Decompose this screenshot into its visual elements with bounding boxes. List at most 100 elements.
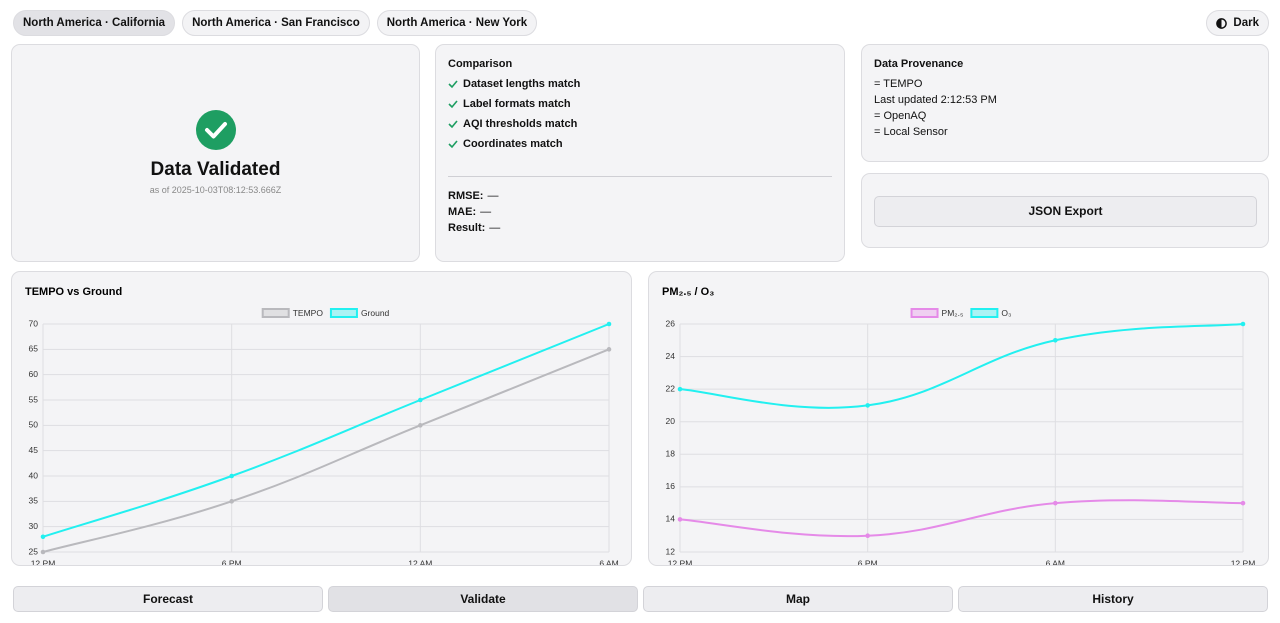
legend-label: Ground bbox=[361, 308, 390, 318]
y-tick-label: 70 bbox=[29, 318, 39, 328]
y-tick-label: 45 bbox=[29, 445, 39, 455]
legend-swatch bbox=[970, 308, 999, 318]
legend-label: PM₂.₅ bbox=[942, 308, 964, 318]
theme-icon bbox=[1216, 17, 1228, 29]
chart-card: PM₂.₅ / O₃ 12 14 16 18 20 22 24 26 12 PM 6 PM 6 AM 1… bbox=[648, 271, 1269, 566]
metric-value: — bbox=[487, 190, 499, 202]
metric-label: MAE: bbox=[448, 206, 477, 218]
y-tick-label: 35 bbox=[29, 496, 39, 506]
chart-title: PM₂.₅ / O₃ bbox=[662, 286, 714, 298]
data-point bbox=[1053, 500, 1058, 506]
x-tick-label: 12 PM bbox=[31, 558, 56, 565]
status-timestamp: as of 2025-10-03T08:12:53.666Z bbox=[149, 185, 282, 195]
series-line bbox=[42, 323, 610, 538]
y-tick-label: 26 bbox=[666, 318, 676, 328]
data-point bbox=[865, 533, 870, 539]
metric-label: Result: bbox=[448, 222, 486, 234]
x-tick-label: 6 PM bbox=[222, 558, 242, 565]
legend-swatch bbox=[910, 308, 939, 318]
series-line bbox=[679, 323, 1244, 409]
nav-button[interactable]: Map bbox=[643, 586, 953, 612]
nav-button[interactable]: History bbox=[958, 586, 1268, 612]
metric-row: MAE: — bbox=[448, 204, 500, 220]
nav-button[interactable]: Validate bbox=[328, 586, 638, 612]
check-item: Coordinates match bbox=[448, 134, 580, 154]
y-tick-label: 50 bbox=[29, 420, 39, 430]
theme-label: Dark bbox=[1233, 17, 1259, 29]
legend-label: O₃ bbox=[1001, 308, 1011, 318]
x-tick-label: 6 AM bbox=[599, 558, 618, 565]
nav-button[interactable]: Forecast bbox=[13, 586, 323, 612]
check-mark bbox=[448, 80, 458, 89]
check-mark bbox=[448, 140, 458, 149]
bottom-nav: Forecast Validate Map History bbox=[13, 586, 1268, 612]
check-label: Label formats match bbox=[463, 98, 571, 110]
y-tick-label: 22 bbox=[666, 383, 676, 393]
y-tick-label: 24 bbox=[666, 351, 676, 361]
chart-card: TEMPO vs Ground 25 30 35 40 45 50 55 60 65 70 12 PM… bbox=[11, 271, 632, 566]
provenance-line: = TEMPO bbox=[874, 78, 923, 90]
x-tick-label: 6 PM bbox=[858, 558, 878, 565]
data-point bbox=[677, 517, 683, 522]
chart-title: TEMPO vs Ground bbox=[25, 286, 122, 298]
comparison-title: Comparison bbox=[448, 58, 513, 70]
export-card: JSON Export bbox=[861, 173, 1269, 248]
series-line bbox=[42, 348, 610, 553]
comparison-card: Comparison Dataset lengths match Label fo… bbox=[435, 44, 845, 262]
x-tick-label: 12 AM bbox=[408, 558, 432, 565]
region-tab[interactable]: North America · New York bbox=[376, 10, 538, 36]
data-point bbox=[229, 473, 234, 479]
provenance-line: = Local Sensor bbox=[874, 126, 948, 138]
y-tick-label: 20 bbox=[666, 416, 676, 426]
y-tick-label: 65 bbox=[29, 344, 39, 354]
check-list: Dataset lengths match Label formats match… bbox=[448, 74, 580, 154]
check-item: Label formats match bbox=[448, 94, 580, 114]
x-tick-label: 12 PM bbox=[1231, 558, 1256, 565]
y-tick-label: 12 bbox=[666, 546, 676, 556]
metrics: RMSE: — MAE: — Result: — bbox=[448, 188, 500, 236]
y-tick-label: 16 bbox=[666, 481, 676, 491]
provenance-lines: = TEMPO Last updated 2:12:53 PM = OpenAQ = … bbox=[874, 76, 997, 140]
region-tab[interactable]: North America · San Francisco bbox=[182, 10, 370, 36]
status-card: Data Validated as of 2025-10-03T08:12:53… bbox=[11, 44, 420, 262]
region-tab[interactable]: North America · California bbox=[13, 10, 176, 36]
data-point bbox=[677, 386, 683, 392]
provenance-card: Data Provenance = TEMPO Last updated 2:12… bbox=[861, 44, 1269, 162]
check-mark bbox=[448, 100, 458, 109]
y-tick-label: 30 bbox=[29, 521, 39, 531]
check-label: Coordinates match bbox=[463, 138, 563, 150]
chart: PM₂.₅ / O₃ 12 14 16 18 20 22 24 26 12 PM 6 PM 6 AM 1… bbox=[662, 286, 1256, 565]
x-tick-label: 12 PM bbox=[668, 558, 693, 565]
check-item: AQI thresholds match bbox=[448, 114, 580, 134]
data-point bbox=[418, 423, 423, 428]
data-point bbox=[1240, 321, 1246, 327]
data-point bbox=[1240, 500, 1246, 506]
legend-label: TEMPO bbox=[293, 308, 324, 318]
region-tabs: North America · California North America … bbox=[13, 10, 538, 36]
metric-value: — bbox=[480, 206, 492, 218]
metric-row: RMSE: — bbox=[448, 188, 500, 204]
json-export-button[interactable]: JSON Export bbox=[874, 196, 1257, 227]
y-tick-label: 60 bbox=[29, 369, 39, 379]
check-label: Dataset lengths match bbox=[463, 78, 581, 90]
y-tick-label: 55 bbox=[29, 394, 39, 404]
metric-value: — bbox=[489, 222, 501, 234]
data-point bbox=[40, 534, 46, 540]
provenance-title: Data Provenance bbox=[874, 58, 964, 70]
provenance-line: Last updated 2:12:53 PM bbox=[874, 94, 997, 106]
legend-swatch bbox=[329, 308, 358, 318]
data-point bbox=[418, 397, 423, 403]
check-mark bbox=[448, 120, 458, 129]
chart: TEMPO vs Ground 25 30 35 40 45 50 55 60 65 70 12 PM… bbox=[25, 286, 619, 565]
theme-toggle[interactable]: Dark bbox=[1206, 10, 1269, 36]
data-point bbox=[606, 347, 612, 352]
metric-row: Result: — bbox=[448, 220, 500, 236]
y-tick-label: 25 bbox=[29, 546, 39, 556]
legend-swatch bbox=[261, 308, 290, 318]
data-point bbox=[865, 403, 870, 408]
y-tick-label: 14 bbox=[666, 514, 676, 524]
divider bbox=[448, 176, 832, 177]
data-point bbox=[1053, 337, 1058, 343]
provenance-line: = OpenAQ bbox=[874, 110, 927, 122]
